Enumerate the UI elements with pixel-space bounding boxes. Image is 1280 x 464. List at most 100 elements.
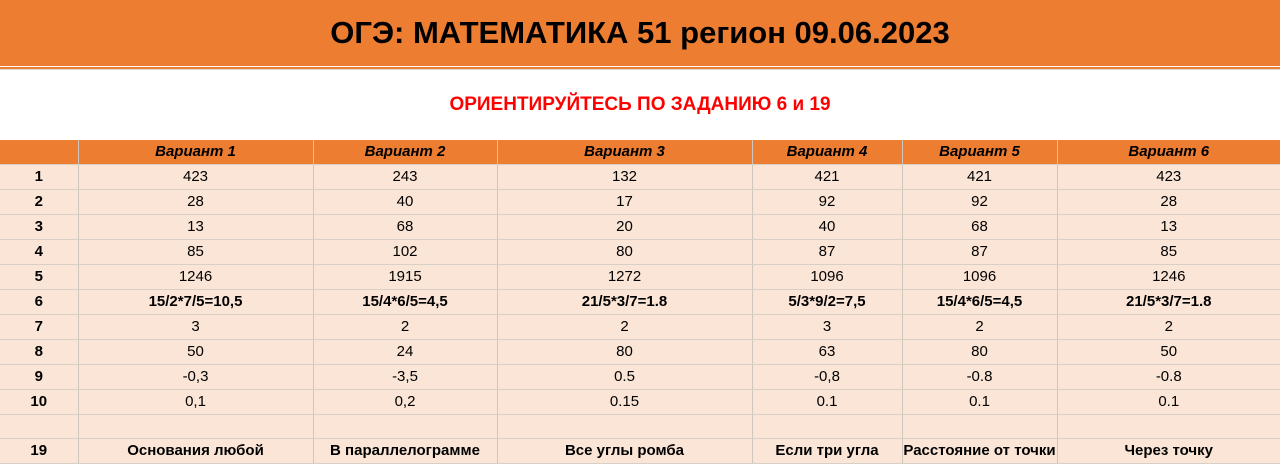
answer-cell: 1246 <box>1057 264 1280 290</box>
answer-cell: 0,2 <box>313 389 498 415</box>
answer-cell: -0.8 <box>1057 364 1280 390</box>
row-number-cell: 9 <box>0 364 79 390</box>
table-row: 8 50 24 80 63 80 50 <box>0 339 1280 365</box>
spacer-cell <box>497 414 753 439</box>
row-number-cell: 1 <box>0 164 79 190</box>
answer-cell: 5/3*9/2=7,5 <box>752 289 903 315</box>
hint-cell: Основания любой <box>78 438 314 464</box>
spacer-cell <box>1057 414 1280 439</box>
table-row: 9 -0,3 -3,5 0.5 -0,8 -0.8 -0.8 <box>0 364 1280 390</box>
answer-cell: -0.8 <box>902 364 1058 390</box>
table-row: 2 28 40 17 92 92 28 <box>0 189 1280 215</box>
hint-cell: Все углы ромба <box>497 438 753 464</box>
answer-cell: 15/4*6/5=4,5 <box>902 289 1058 315</box>
column-header-variant-6: Вариант 6 <box>1057 140 1280 165</box>
answer-cell: 17 <box>497 189 753 215</box>
answer-cell: 421 <box>902 164 1058 190</box>
answer-cell: 421 <box>752 164 903 190</box>
table-row: 6 15/2*7/5=10,5 15/4*6/5=4,5 21/5*3/7=1.8 5/… <box>0 289 1280 315</box>
row-number-cell: 19 <box>0 438 79 464</box>
answer-cell: 0.15 <box>497 389 753 415</box>
spacer-cell <box>78 414 314 439</box>
header-row: Вариант 1 Вариант 2 Вариант 3 Вариант 4 … <box>0 140 1280 165</box>
table-row: 5 1246 1915 1272 1096 1096 1246 <box>0 264 1280 290</box>
answer-cell: 24 <box>313 339 498 365</box>
subtitle-text: ОРИЕНТИРУЙТЕСЬ ПО ЗАДАНИЮ 6 и 19 <box>449 94 831 115</box>
row-number-cell: 7 <box>0 314 79 340</box>
table-row: 4 85 102 80 87 87 85 <box>0 239 1280 265</box>
table-row-final: 19 Основания любой В параллелограмме Все уг… <box>0 438 1280 464</box>
answer-cell: 243 <box>313 164 498 190</box>
spacer-cell <box>902 414 1058 439</box>
answer-cell: 80 <box>902 339 1058 365</box>
hint-cell: В параллелограмме <box>313 438 498 464</box>
answer-cell: 21/5*3/7=1.8 <box>1057 289 1280 315</box>
row-number-cell: 4 <box>0 239 79 265</box>
table-header: Вариант 1 Вариант 2 Вариант 3 Вариант 4 … <box>0 140 1280 165</box>
answer-cell: -0,3 <box>78 364 314 390</box>
row-number-cell: 6 <box>0 289 79 315</box>
answer-cell: 68 <box>313 214 498 240</box>
answer-cell: 0.1 <box>902 389 1058 415</box>
row-number-cell: 5 <box>0 264 79 290</box>
answer-cell: 21/5*3/7=1.8 <box>497 289 753 315</box>
answer-cell: 132 <box>497 164 753 190</box>
answer-cell: 1915 <box>313 264 498 290</box>
answer-cell: 0.1 <box>752 389 903 415</box>
answer-cell: 0.5 <box>497 364 753 390</box>
page-title: ОГЭ: МАТЕМАТИКА 51 регион 09.06.2023 <box>330 15 950 50</box>
answer-cell: 13 <box>1057 214 1280 240</box>
spacer-cell <box>752 414 903 439</box>
answer-cell: 40 <box>752 214 903 240</box>
answer-cell: 1246 <box>78 264 314 290</box>
answer-cell: 50 <box>1057 339 1280 365</box>
answer-cell: 13 <box>78 214 314 240</box>
answer-cell: 3 <box>752 314 903 340</box>
answer-cell: 92 <box>752 189 903 215</box>
answer-cell: 92 <box>902 189 1058 215</box>
answer-cell: 87 <box>902 239 1058 265</box>
answer-cell: 50 <box>78 339 314 365</box>
hint-cell: Через точку <box>1057 438 1280 464</box>
answer-cell: 1096 <box>902 264 1058 290</box>
table-corner-cell <box>0 140 79 165</box>
answer-cell: 0,1 <box>78 389 314 415</box>
answer-cell: 28 <box>1057 189 1280 215</box>
row-number-cell: 10 <box>0 389 79 415</box>
answer-cell: 80 <box>497 239 753 265</box>
answer-cell: 2 <box>497 314 753 340</box>
answer-cell: -0,8 <box>752 364 903 390</box>
answer-cell: 85 <box>1057 239 1280 265</box>
banner-divider <box>0 66 1280 70</box>
answer-cell: 80 <box>497 339 753 365</box>
answer-cell: 2 <box>1057 314 1280 340</box>
hint-cell: Если три угла <box>752 438 903 464</box>
answer-cell: 68 <box>902 214 1058 240</box>
answer-cell: 15/2*7/5=10,5 <box>78 289 314 315</box>
column-header-variant-3: Вариант 3 <box>497 140 753 165</box>
answer-cell: 3 <box>78 314 314 340</box>
answer-cell: 0.1 <box>1057 389 1280 415</box>
hint-cell: Расстояние от точки <box>902 438 1058 464</box>
table-row: 1 423 243 132 421 421 423 <box>0 164 1280 190</box>
answer-cell: 28 <box>78 189 314 215</box>
column-header-variant-2: Вариант 2 <box>313 140 498 165</box>
table-row: 10 0,1 0,2 0.15 0.1 0.1 0.1 <box>0 389 1280 415</box>
answer-cell: 40 <box>313 189 498 215</box>
column-header-variant-5: Вариант 5 <box>902 140 1058 165</box>
answer-cell: 20 <box>497 214 753 240</box>
row-number-cell: 8 <box>0 339 79 365</box>
answer-cell: 2 <box>902 314 1058 340</box>
table-body: 1 423 243 132 421 421 423 2 28 40 17 92 92 28 3 13 68 20 4… <box>0 164 1280 464</box>
spacer-cell <box>0 414 79 439</box>
answer-cell: 15/4*6/5=4,5 <box>313 289 498 315</box>
answers-table: Вариант 1 Вариант 2 Вариант 3 Вариант 4 … <box>0 140 1280 464</box>
column-header-variant-1: Вариант 1 <box>78 140 314 165</box>
row-number-cell: 3 <box>0 214 79 240</box>
spacer-cell <box>313 414 498 439</box>
answer-cell: 423 <box>78 164 314 190</box>
row-number-cell: 2 <box>0 189 79 215</box>
answer-cell: 423 <box>1057 164 1280 190</box>
subtitle-strip: ОРИЕНТИРУЙТЕСЬ ПО ЗАДАНИЮ 6 и 19 <box>0 70 1280 140</box>
